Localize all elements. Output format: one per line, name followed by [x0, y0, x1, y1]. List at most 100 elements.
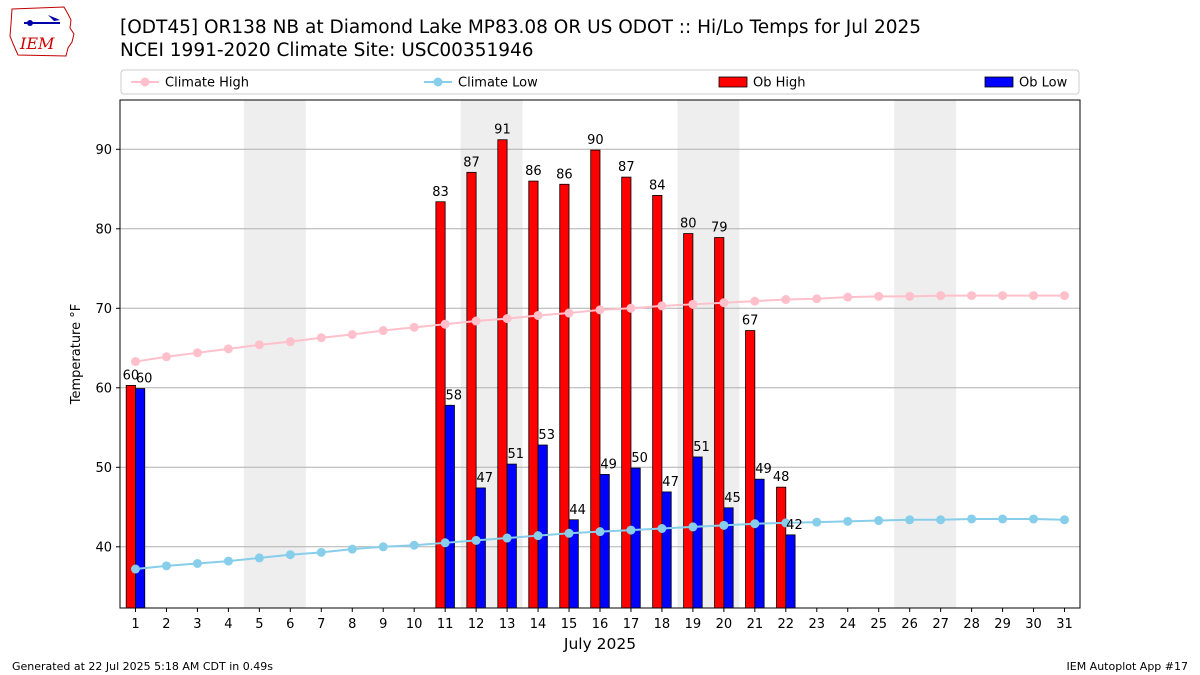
x-tick-label-25: 25 — [870, 617, 887, 632]
ob-low-label-19: 51 — [693, 440, 710, 455]
climate-low-point-26 — [905, 515, 915, 525]
x-tick-label-21: 21 — [747, 617, 764, 632]
climate-high-point-11 — [440, 319, 450, 329]
climate-low-point-20 — [719, 520, 729, 530]
x-tick-label-8: 8 — [348, 617, 356, 632]
ob-high-label-13: 91 — [494, 123, 511, 138]
climate-low-point-29 — [998, 514, 1008, 524]
ob-high-label-12: 87 — [463, 155, 480, 170]
climate-high-point-27 — [936, 291, 946, 301]
ob-high-bar-20 — [714, 237, 725, 609]
climate-low-point-28 — [967, 514, 977, 524]
x-tick-label-13: 13 — [499, 617, 516, 632]
climate-low-point-7 — [316, 547, 326, 557]
weekend-shade-1 — [243, 100, 306, 608]
climate-low-point-5 — [254, 553, 264, 563]
climate-high-point-29 — [998, 291, 1008, 301]
climate-high-point-18 — [657, 301, 667, 311]
x-tick-label-28: 28 — [963, 617, 980, 632]
ob-low-legend-swatch — [984, 76, 1014, 88]
climate-high-point-23 — [812, 294, 822, 304]
ob-low-bar-1 — [135, 388, 146, 609]
x-tick-label-20: 20 — [716, 617, 733, 632]
climate-low-point-2 — [161, 561, 171, 571]
ob-low-bar-19 — [692, 456, 703, 609]
climate-low-point-14 — [533, 531, 543, 541]
x-tick-label-5: 5 — [255, 617, 263, 632]
climate-high-point-20 — [719, 298, 729, 308]
climate-low-point-25 — [874, 516, 884, 526]
climate-low-point-10 — [409, 540, 419, 550]
ob-high-label-16: 90 — [587, 133, 604, 148]
ob-low-bar-21 — [754, 478, 765, 609]
climate-low-point-19 — [688, 522, 698, 532]
climate-high-point-24 — [843, 292, 853, 302]
climate-low-point-27 — [936, 515, 946, 525]
ob-high-label-1: 60 — [123, 368, 140, 383]
ob-low-label-15: 44 — [569, 503, 586, 518]
ob-low-label-11: 58 — [446, 388, 463, 403]
y-tick-label-90: 90 — [95, 143, 112, 158]
x-tick-label-15: 15 — [561, 617, 578, 632]
x-tick-label-23: 23 — [809, 617, 826, 632]
ob-high-label-22: 48 — [773, 470, 790, 485]
climate-high-point-10 — [409, 322, 419, 332]
climate-low-point-30 — [1029, 514, 1039, 524]
ob-high-bar-1 — [125, 385, 136, 609]
climate-high-point-2 — [161, 352, 171, 362]
climate-high-point-9 — [378, 326, 388, 336]
climate-high-point-5 — [254, 340, 264, 350]
x-tick-label-6: 6 — [286, 617, 294, 632]
climate-high-legend-marker — [140, 77, 150, 87]
ob-high-bar-22 — [776, 486, 787, 609]
climate-high-point-15 — [564, 308, 574, 318]
ob-low-bar-18 — [661, 491, 672, 609]
climate-high-point-22 — [781, 295, 791, 305]
ob-low-label-21: 49 — [755, 462, 772, 477]
climate-high-point-19 — [688, 299, 698, 309]
y-tick-label-80: 80 — [95, 222, 112, 237]
ob-low-bar-12 — [475, 487, 486, 609]
climate-low-point-13 — [502, 533, 512, 543]
x-tick-label-27: 27 — [932, 617, 949, 632]
weekend-shade-4 — [894, 100, 957, 608]
x-tick-label-10: 10 — [406, 617, 423, 632]
x-tick-label-18: 18 — [654, 617, 671, 632]
climate-low-point-21 — [750, 519, 760, 529]
ob-high-bar-15 — [559, 183, 570, 609]
y-tick-label-60: 60 — [95, 381, 112, 396]
climate-high-point-16 — [595, 305, 605, 315]
ob-high-label-15: 86 — [556, 167, 573, 182]
climate-high-point-25 — [874, 291, 884, 301]
ob-high-bar-19 — [683, 233, 694, 609]
footer-generated: Generated at 22 Jul 2025 5:18 AM CDT in … — [12, 660, 273, 673]
climate-high-point-30 — [1029, 291, 1039, 301]
plot-frame — [119, 99, 1081, 609]
ob-high-label-18: 84 — [649, 178, 666, 193]
ob-high-bar-18 — [652, 194, 663, 609]
y-tick-label-40: 40 — [95, 540, 112, 555]
climate-high-point-7 — [316, 333, 326, 343]
ob-low-label-18: 47 — [662, 475, 679, 490]
x-tick-label-31: 31 — [1056, 617, 1073, 632]
climate-high-point-13 — [502, 314, 512, 324]
ob-low-bar-22 — [785, 534, 796, 609]
y-tick-label-50: 50 — [95, 461, 112, 476]
climate-high-point-8 — [347, 330, 357, 340]
x-tick-label-16: 16 — [592, 617, 609, 632]
x-tick-label-12: 12 — [468, 617, 485, 632]
x-tick-label-30: 30 — [1025, 617, 1042, 632]
climate-high-point-31 — [1060, 291, 1070, 301]
ob-high-bar-21 — [745, 330, 756, 609]
ob-low-label-17: 50 — [631, 451, 648, 466]
climate-low-point-1 — [130, 564, 140, 574]
ob-high-legend-label: Ob High — [753, 76, 806, 91]
climate-low-point-8 — [347, 544, 357, 554]
climate-high-point-17 — [626, 303, 636, 313]
climate-low-legend-label: Climate Low — [458, 76, 538, 91]
x-tick-label-9: 9 — [379, 617, 387, 632]
x-tick-label-17: 17 — [623, 617, 640, 632]
logo-text: IEM — [19, 34, 55, 53]
climate-low-point-9 — [378, 542, 388, 552]
